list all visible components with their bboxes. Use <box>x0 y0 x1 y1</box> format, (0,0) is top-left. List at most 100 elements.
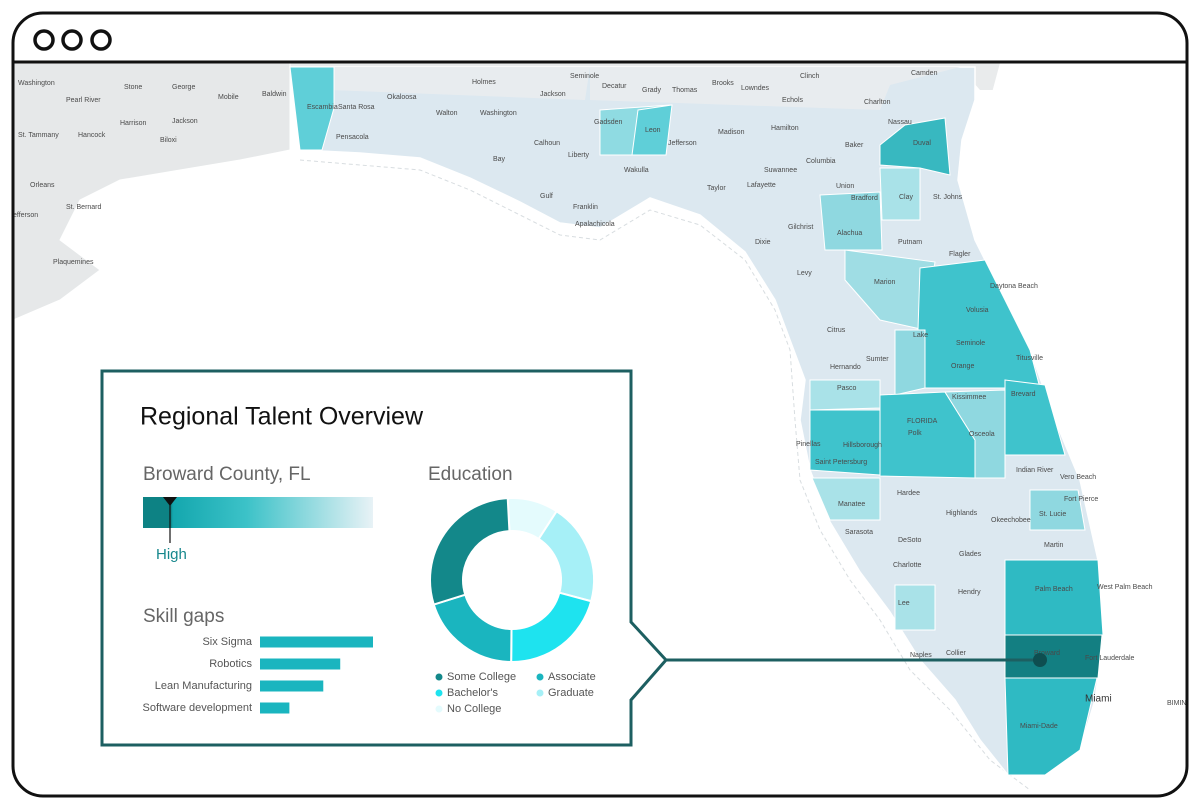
map-label: Seminole <box>956 340 985 347</box>
georgia <box>330 67 960 110</box>
window-button[interactable] <box>61 29 83 51</box>
map-label: Madison <box>718 129 745 136</box>
map-label: Pasco <box>837 385 857 392</box>
bar-chart-title: Skill gaps <box>143 606 224 627</box>
legend-swatch <box>435 673 443 681</box>
map-label: Orange <box>951 363 974 370</box>
location-dot[interactable] <box>1033 653 1047 667</box>
map-label: Thomas <box>672 87 698 94</box>
coast-line <box>299 159 1031 791</box>
map-label: Miami-Dade <box>1020 723 1058 730</box>
map-label: Harrison <box>120 120 147 127</box>
map-label: Glades <box>959 551 982 558</box>
county <box>879 167 921 221</box>
window-button[interactable] <box>90 29 112 51</box>
map-label: Lafayette <box>747 182 776 189</box>
map-label: Osceola <box>969 431 995 438</box>
map-label: Alachua <box>837 230 862 237</box>
map-label: Putnam <box>898 239 922 246</box>
map-label: Naples <box>910 652 932 659</box>
map-label: Nassau <box>888 119 912 126</box>
map-label: Hancock <box>78 132 106 139</box>
county <box>289 66 335 151</box>
map-label: Baldwin <box>262 91 287 98</box>
county <box>844 249 936 331</box>
map-label: Pinellas <box>796 441 821 448</box>
map-label: Union <box>836 183 854 190</box>
level-scale <box>143 497 373 528</box>
window-button[interactable] <box>33 29 55 51</box>
bar-label: Software development <box>143 702 252 714</box>
county <box>879 117 951 176</box>
map-label: Polk <box>908 430 922 437</box>
county <box>894 329 926 396</box>
map-label: Mobile <box>218 94 239 101</box>
map-label: Leon <box>645 127 661 134</box>
map-label: Jefferson <box>668 140 697 147</box>
land-west <box>13 63 291 321</box>
map-label: Plaquemines <box>53 259 94 266</box>
map-label: Escambia <box>307 104 338 111</box>
map-label: FLORIDA <box>907 418 938 425</box>
map-label: Grady <box>642 87 662 94</box>
map-label: Lowndes <box>741 85 770 92</box>
map-label: Volusia <box>966 307 989 314</box>
map-label: Brooks <box>712 80 734 87</box>
legend-swatch <box>435 705 443 713</box>
map-label: Apalachicola <box>575 221 615 228</box>
donut-title: Education <box>428 464 513 485</box>
map-label: Pearl River <box>66 97 101 104</box>
map-label: Biloxi <box>160 137 177 144</box>
map-label: Indian River <box>1016 467 1054 474</box>
map-label: St. Johns <box>933 194 963 201</box>
map-label: Broward <box>1034 650 1060 657</box>
map-label: Echols <box>782 97 804 104</box>
bar-label: Six Sigma <box>202 636 252 648</box>
map-label: Highlands <box>946 510 978 517</box>
map-label: Miami <box>1085 694 1112 705</box>
map-label: Brevard <box>1011 391 1036 398</box>
map-label: Jackson <box>540 91 566 98</box>
map-label: Okaloosa <box>387 94 417 101</box>
map-label: Manatee <box>838 501 865 508</box>
map-label: Gilchrist <box>788 224 813 231</box>
map-label: Taylor <box>707 185 726 192</box>
map-label: Seminole <box>570 73 599 80</box>
map-label: Hernando <box>830 364 861 371</box>
map-label: Lee <box>898 600 910 607</box>
map-label: Wakulla <box>624 167 649 174</box>
map-label: Bradford <box>851 195 878 202</box>
donut-segment <box>429 497 511 606</box>
map-label: Martin <box>1044 542 1064 549</box>
map-label: St. Tammany <box>18 132 59 139</box>
county <box>811 477 881 521</box>
map-label: BIMIN <box>1167 700 1186 707</box>
map-label: Clinch <box>800 73 820 80</box>
map-label: Calhoun <box>534 140 560 147</box>
map-label: Charlton <box>864 99 891 106</box>
map-label: West Palm Beach <box>1097 584 1153 591</box>
map-label: Flagler <box>949 251 971 258</box>
map-label: Gadsden <box>594 119 623 126</box>
county <box>944 389 1006 479</box>
legend-swatch <box>435 689 443 697</box>
map-label: Okeechobee <box>991 517 1031 524</box>
panel-title: Regional Talent Overview <box>140 403 424 431</box>
map-label: Titusville <box>1016 355 1043 362</box>
map-label: Levy <box>797 270 812 277</box>
map-label: Hamilton <box>771 125 799 132</box>
window-frame <box>11 11 1189 798</box>
map-label: Columbia <box>806 158 836 165</box>
location: Broward County, FL <box>143 464 311 485</box>
legend-label: No College <box>447 703 501 715</box>
county <box>894 584 936 631</box>
bar-label: Lean Manufacturing <box>155 680 252 692</box>
map-label: Pensacola <box>336 134 369 141</box>
map-label: Fort Lauderdale <box>1085 655 1135 662</box>
map-label: Dixie <box>755 239 771 246</box>
map-label: Vero Beach <box>1060 474 1096 481</box>
bar <box>260 658 341 670</box>
map-label: efferson <box>13 212 38 219</box>
map-label: Hendry <box>958 589 981 596</box>
legend-label: Bachelor's <box>447 687 499 699</box>
